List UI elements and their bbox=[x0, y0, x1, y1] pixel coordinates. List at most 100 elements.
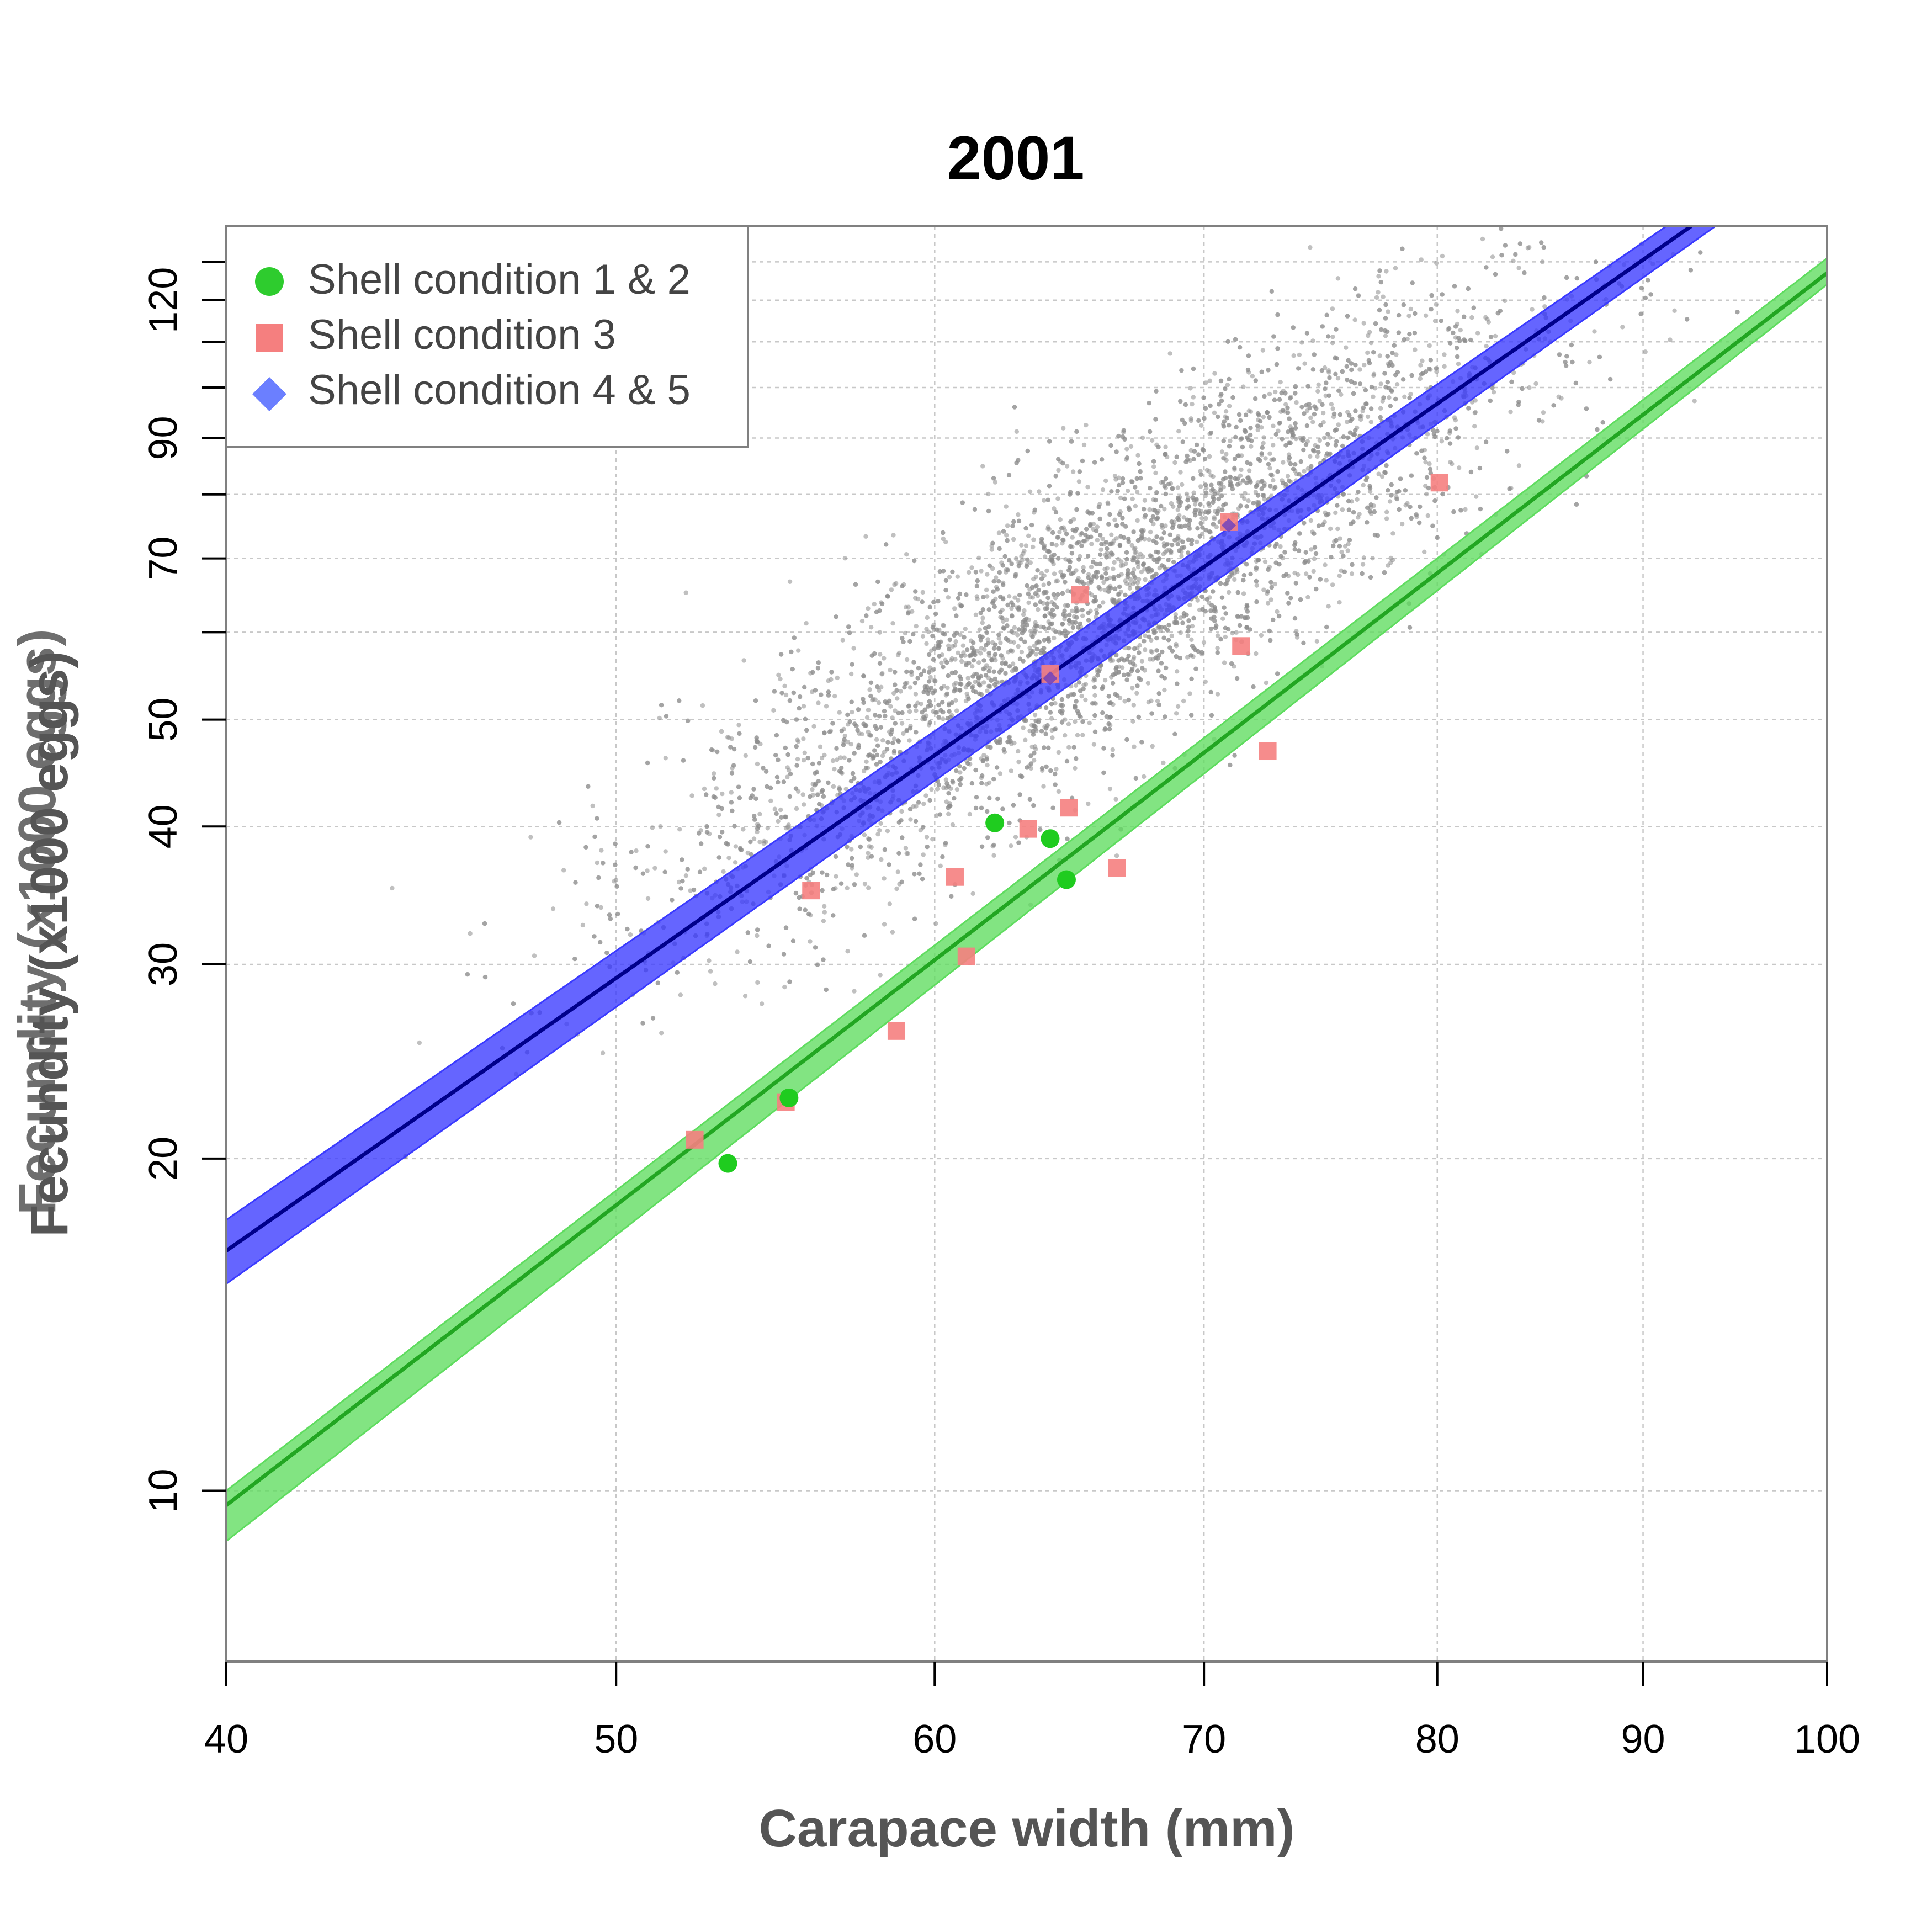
background-point bbox=[804, 875, 809, 881]
background-point bbox=[1156, 668, 1161, 673]
background-point bbox=[1307, 401, 1312, 407]
background-point bbox=[846, 624, 851, 629]
background-point bbox=[1151, 538, 1156, 543]
background-point bbox=[634, 848, 639, 853]
background-point bbox=[1054, 605, 1060, 610]
background-point bbox=[1298, 459, 1303, 464]
background-point bbox=[1112, 586, 1118, 591]
background-point bbox=[895, 696, 900, 701]
background-point bbox=[1027, 797, 1033, 802]
background-point bbox=[1407, 395, 1412, 400]
background-point bbox=[1130, 686, 1135, 691]
background-point bbox=[1050, 607, 1055, 613]
background-point bbox=[1199, 650, 1204, 655]
background-point bbox=[991, 853, 996, 858]
background-point bbox=[1235, 476, 1240, 481]
background-point bbox=[1034, 647, 1039, 652]
background-point bbox=[1520, 386, 1525, 391]
background-point bbox=[953, 698, 958, 703]
background-point bbox=[1210, 487, 1215, 492]
background-point bbox=[1095, 673, 1100, 678]
background-point bbox=[1140, 435, 1145, 440]
background-point bbox=[852, 721, 857, 726]
background-point bbox=[1222, 419, 1227, 424]
background-point bbox=[986, 508, 991, 514]
background-point bbox=[1201, 640, 1207, 645]
background-point bbox=[1371, 371, 1377, 376]
background-point bbox=[946, 673, 951, 678]
background-point bbox=[751, 836, 757, 841]
background-point bbox=[1158, 628, 1163, 634]
background-point bbox=[776, 757, 781, 762]
background-point bbox=[1357, 512, 1362, 517]
background-point bbox=[1264, 680, 1269, 686]
background-point bbox=[891, 691, 896, 696]
background-point bbox=[1323, 393, 1328, 399]
background-point bbox=[1057, 529, 1062, 535]
background-point bbox=[1337, 544, 1342, 549]
background-point bbox=[1298, 597, 1303, 602]
background-point bbox=[837, 787, 842, 792]
background-point bbox=[1638, 311, 1643, 316]
background-point bbox=[815, 962, 820, 967]
background-point bbox=[686, 718, 691, 724]
background-point bbox=[879, 857, 884, 862]
background-point bbox=[1427, 343, 1432, 348]
background-point bbox=[1352, 317, 1357, 322]
background-point bbox=[1262, 559, 1268, 564]
background-point bbox=[831, 887, 836, 892]
background-point bbox=[1261, 415, 1266, 420]
background-point bbox=[1129, 543, 1134, 548]
background-point bbox=[768, 785, 773, 791]
background-point bbox=[1246, 498, 1251, 503]
background-point bbox=[976, 555, 981, 560]
background-point bbox=[1045, 596, 1051, 601]
background-point bbox=[885, 740, 890, 745]
background-point bbox=[1493, 272, 1498, 277]
background-point bbox=[1296, 366, 1301, 371]
background-point bbox=[1383, 302, 1388, 307]
background-point bbox=[1183, 459, 1188, 464]
background-point bbox=[1386, 563, 1390, 568]
background-point bbox=[1365, 350, 1370, 355]
background-point bbox=[1138, 551, 1143, 557]
background-point bbox=[735, 949, 740, 954]
background-point bbox=[875, 579, 880, 585]
background-point bbox=[900, 710, 905, 715]
background-point bbox=[1017, 656, 1023, 661]
background-point bbox=[1385, 380, 1390, 385]
background-point bbox=[1063, 717, 1068, 722]
background-point bbox=[1081, 539, 1086, 544]
background-point bbox=[898, 689, 903, 694]
background-point bbox=[936, 783, 942, 788]
background-point bbox=[658, 824, 663, 829]
background-point bbox=[1126, 489, 1130, 493]
background-point bbox=[1273, 389, 1278, 395]
background-point bbox=[1064, 464, 1070, 469]
background-point bbox=[1026, 591, 1031, 597]
background-point bbox=[1150, 438, 1155, 443]
background-point bbox=[1083, 682, 1089, 687]
background-point bbox=[903, 846, 909, 851]
background-point bbox=[782, 683, 787, 689]
background-point bbox=[1004, 617, 1009, 622]
background-point bbox=[1034, 583, 1039, 588]
background-point bbox=[794, 717, 799, 722]
background-point bbox=[528, 835, 533, 840]
background-point bbox=[1394, 496, 1399, 502]
background-point bbox=[1326, 604, 1331, 609]
background-point bbox=[801, 736, 806, 741]
background-point bbox=[1215, 633, 1220, 638]
background-point bbox=[1132, 567, 1137, 572]
background-point bbox=[1134, 691, 1139, 696]
background-point bbox=[1263, 456, 1268, 461]
background-point bbox=[1084, 527, 1089, 532]
background-point bbox=[1276, 428, 1281, 433]
background-point bbox=[1483, 439, 1489, 444]
background-point bbox=[704, 792, 709, 797]
background-point bbox=[949, 670, 955, 676]
background-point bbox=[1322, 365, 1328, 370]
background-point bbox=[1041, 582, 1046, 587]
background-point bbox=[1245, 475, 1250, 480]
background-point bbox=[842, 755, 847, 760]
